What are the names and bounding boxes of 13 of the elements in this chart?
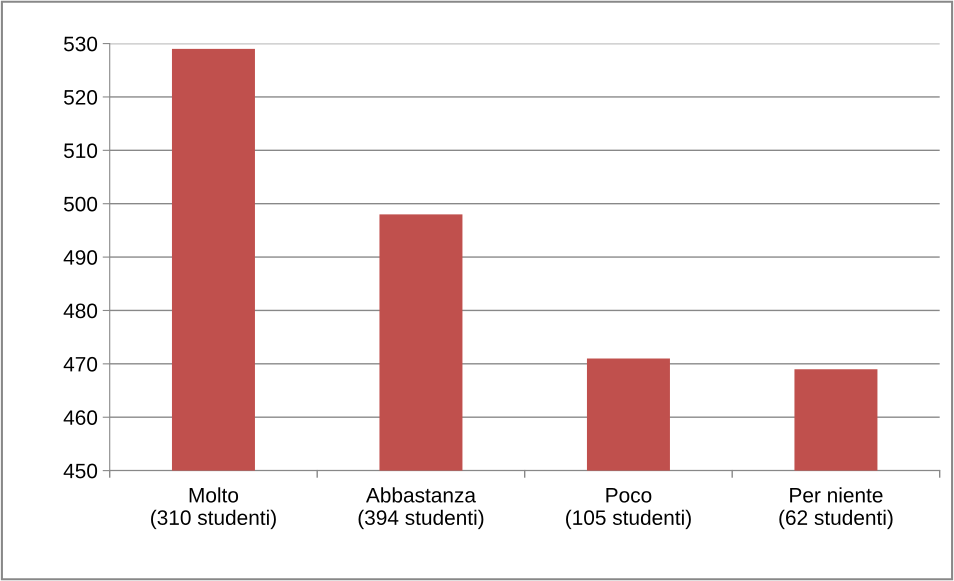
x-tick-label: Abbastanza (394 studenti) [358, 487, 484, 530]
y-tick-label: 470 [64, 356, 98, 372]
y-tick-label: 460 [64, 410, 98, 425]
y-tick-label: 530 [64, 36, 98, 52]
y-tick-label: 480 [64, 303, 98, 318]
y-tick-label: 500 [64, 196, 98, 212]
y-tick-label: 490 [64, 250, 98, 265]
x-tick-label: Per niente (62 studenti) [779, 487, 893, 530]
x-tick-label: Molto (310 studenti) [151, 487, 276, 530]
x-tick-label: Poco (105 studenti) [566, 488, 691, 530]
y-tick-label: 450 [64, 464, 98, 478]
y-tick-label: 510 [64, 143, 98, 158]
y-tick-label: 520 [64, 90, 98, 105]
